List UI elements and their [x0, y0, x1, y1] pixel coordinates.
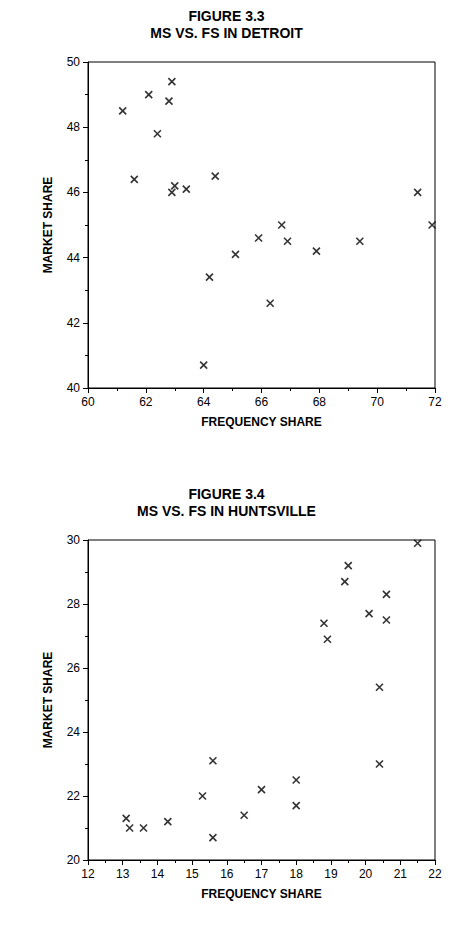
svg-text:16: 16: [220, 867, 234, 881]
svg-text:FREQUENCY SHARE: FREQUENCY SHARE: [201, 887, 321, 901]
svg-text:FIGURE 3.4: FIGURE 3.4: [188, 486, 264, 502]
svg-text:40: 40: [67, 381, 81, 395]
svg-text:44: 44: [67, 251, 81, 265]
svg-text:15: 15: [185, 867, 199, 881]
svg-text:MARKET SHARE: MARKET SHARE: [41, 177, 55, 274]
svg-text:13: 13: [116, 867, 130, 881]
svg-text:30: 30: [67, 533, 81, 547]
svg-text:18: 18: [290, 867, 304, 881]
svg-text:42: 42: [67, 316, 81, 330]
svg-text:26: 26: [67, 661, 81, 675]
svg-text:50: 50: [67, 55, 81, 69]
svg-text:20: 20: [359, 867, 373, 881]
svg-text:MS VS. FS IN HUNTSVILLE: MS VS. FS IN HUNTSVILLE: [137, 503, 316, 519]
svg-text:28: 28: [67, 597, 81, 611]
svg-text:14: 14: [151, 867, 165, 881]
svg-text:19: 19: [324, 867, 338, 881]
svg-text:MS VS. FS IN DETROIT: MS VS. FS IN DETROIT: [150, 25, 303, 41]
svg-text:24: 24: [67, 725, 81, 739]
svg-text:20: 20: [67, 853, 81, 867]
svg-text:46: 46: [67, 185, 81, 199]
svg-text:70: 70: [370, 395, 384, 409]
svg-text:48: 48: [67, 120, 81, 134]
svg-text:FREQUENCY SHARE: FREQUENCY SHARE: [201, 415, 321, 429]
svg-text:21: 21: [394, 867, 408, 881]
svg-text:60: 60: [81, 395, 95, 409]
svg-text:66: 66: [255, 395, 269, 409]
svg-text:17: 17: [255, 867, 269, 881]
svg-text:64: 64: [197, 395, 211, 409]
svg-text:FIGURE 3.3: FIGURE 3.3: [188, 8, 264, 24]
svg-text:22: 22: [428, 867, 442, 881]
svg-text:72: 72: [428, 395, 442, 409]
svg-text:12: 12: [81, 867, 95, 881]
svg-text:22: 22: [67, 789, 81, 803]
svg-text:68: 68: [313, 395, 327, 409]
svg-text:62: 62: [139, 395, 153, 409]
svg-text:MARKET SHARE: MARKET SHARE: [41, 652, 55, 749]
